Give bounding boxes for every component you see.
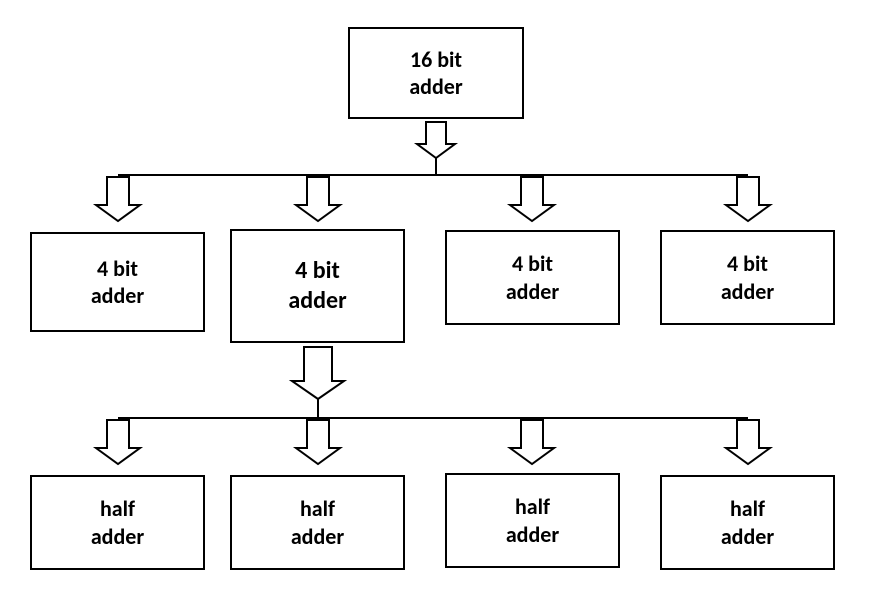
node-4bit-adder: 4 bit adder: [660, 230, 835, 325]
node-label: 4 bit adder: [91, 255, 144, 310]
node-16bit-adder: 16 bit adder: [348, 27, 524, 119]
node-label: half adder: [291, 495, 344, 550]
node-half-adder: half adder: [445, 473, 620, 568]
node-label: half adder: [721, 495, 774, 550]
node-label: 4 bit adder: [288, 256, 346, 316]
node-label: 4 bit adder: [506, 250, 559, 305]
node-4bit-adder: 4 bit adder: [230, 229, 405, 343]
node-4bit-adder: 4 bit adder: [30, 232, 205, 332]
node-half-adder: half adder: [30, 475, 205, 570]
node-half-adder: half adder: [660, 475, 835, 570]
node-4bit-adder: 4 bit adder: [445, 230, 620, 325]
node-label: half adder: [506, 493, 559, 548]
node-label: half adder: [91, 495, 144, 550]
node-label: 16 bit adder: [409, 46, 462, 101]
node-half-adder: half adder: [230, 475, 405, 570]
node-label: 4 bit adder: [721, 250, 774, 305]
diagram-canvas: 16 bit adder 4 bit adder 4 bit adder 4 b…: [0, 0, 882, 597]
